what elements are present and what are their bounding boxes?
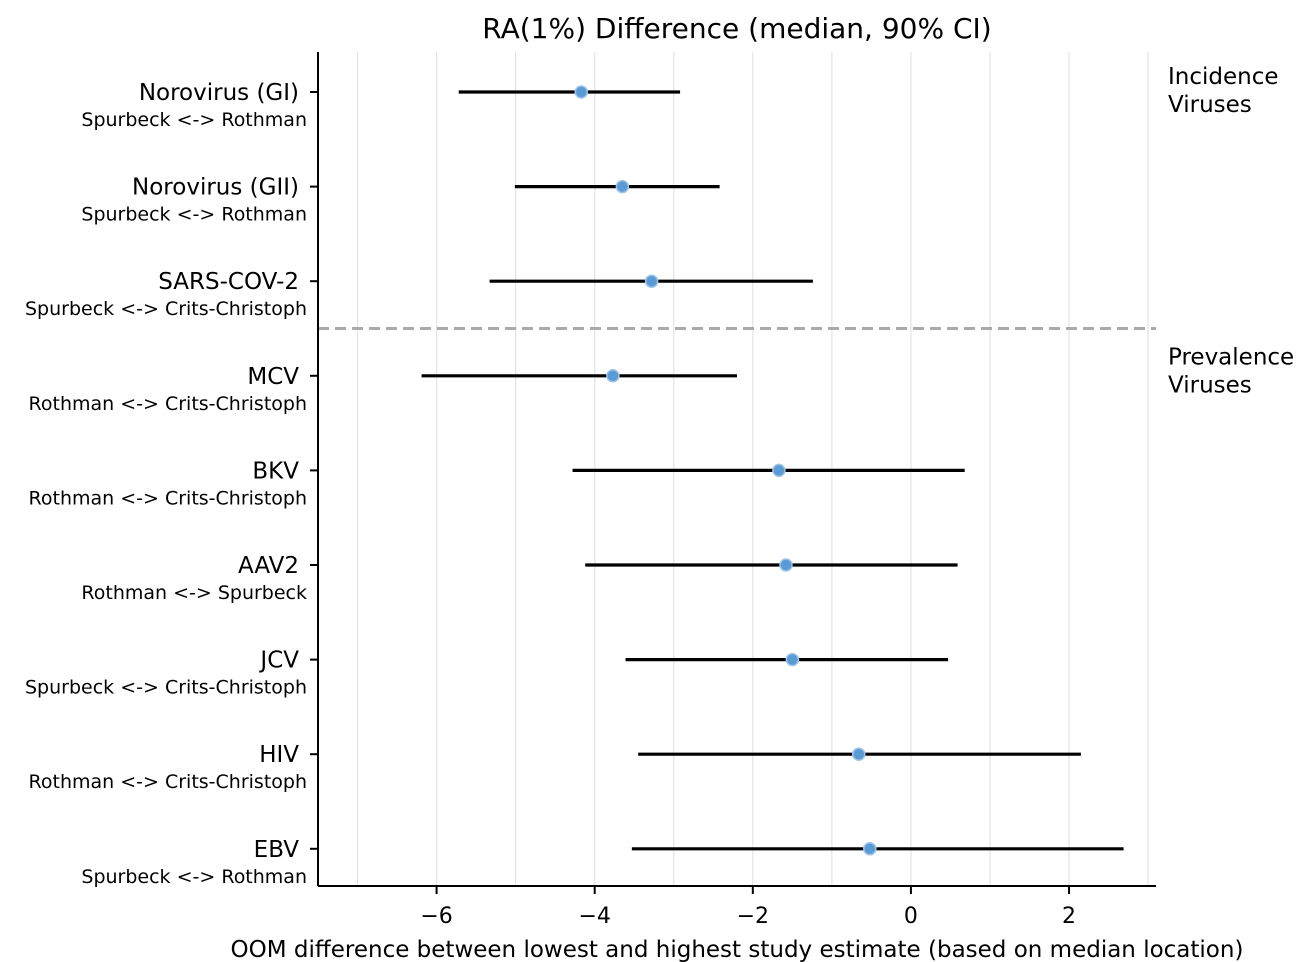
x-tick-label: 2 bbox=[1062, 904, 1076, 929]
group-label-prevalence: Prevalence Viruses bbox=[1168, 345, 1294, 399]
row-norovirus-gii: Norovirus (GII) Spurbeck <-> Rothman bbox=[81, 175, 720, 226]
chart-title: RA(1%) Difference (median, 90% CI) bbox=[482, 12, 991, 45]
y-tick-label: MCV bbox=[247, 364, 299, 390]
comparison-label: Rothman <-> Crits-Christoph bbox=[29, 393, 307, 415]
comparison-label: Spurbeck <-> Rothman bbox=[81, 866, 307, 888]
x-tick-label: −6 bbox=[420, 904, 452, 929]
comparison-label: Spurbeck <-> Rothman bbox=[81, 204, 307, 226]
median-point bbox=[644, 274, 659, 288]
x-tick-label: −2 bbox=[737, 904, 769, 929]
x-axis-title: OOM difference between lowest and highes… bbox=[231, 937, 1244, 962]
row-sars-cov-2: SARS-COV-2 Spurbeck <-> Crits-Christoph bbox=[25, 269, 813, 320]
x-tick-label: 0 bbox=[904, 904, 918, 929]
y-tick-label: HIV bbox=[259, 742, 299, 768]
median-point bbox=[851, 747, 866, 761]
median-point bbox=[772, 463, 786, 478]
y-tick-label: JCV bbox=[258, 648, 299, 674]
median-point bbox=[606, 369, 620, 383]
group-label-line: Prevalence bbox=[1168, 345, 1294, 371]
row-aav2: AAV2 Rothman <-> Spurbeck bbox=[81, 553, 958, 604]
group-label-incidence: Incidence Viruses bbox=[1168, 64, 1279, 118]
y-tick-label: Norovirus (GI) bbox=[139, 80, 299, 106]
y-tick-label: SARS-COV-2 bbox=[158, 269, 299, 295]
y-tick-label: EBV bbox=[254, 837, 300, 863]
comparison-label: Spurbeck <-> Crits-Christoph bbox=[25, 298, 307, 320]
comparison-label: Spurbeck <-> Rothman bbox=[81, 109, 307, 131]
y-tick-label: Norovirus (GII) bbox=[132, 175, 299, 201]
median-point bbox=[785, 652, 800, 667]
comparison-label: Rothman <-> Crits-Christoph bbox=[29, 487, 307, 509]
row-mcv: MCV Rothman <-> Crits-Christoph bbox=[29, 364, 737, 415]
row-jcv: JCV Spurbeck <-> Crits-Christoph bbox=[25, 648, 949, 699]
median-point bbox=[863, 842, 877, 856]
axes: −6 −4 −2 0 2 bbox=[317, 52, 1156, 929]
rows: Norovirus (GI)Spurbeck <-> RothmanNorovi… bbox=[25, 80, 1124, 888]
row-norovirus-gi: Norovirus (GI) Spurbeck <-> Rothman bbox=[81, 80, 681, 131]
group-label-line: Incidence bbox=[1168, 64, 1279, 90]
comparison-label: Spurbeck <-> Crits-Christoph bbox=[25, 677, 307, 699]
row-ebv: EBV Spurbeck <-> Rothman bbox=[81, 837, 1124, 888]
median-point bbox=[574, 85, 589, 99]
row-bkv: BKV Rothman <-> Crits-Christoph bbox=[29, 458, 965, 509]
median-point bbox=[779, 558, 793, 572]
comparison-label: Rothman <-> Crits-Christoph bbox=[29, 771, 307, 793]
group-label-line: Viruses bbox=[1168, 92, 1252, 118]
group-label-line: Viruses bbox=[1168, 373, 1252, 399]
y-tick-label: AAV2 bbox=[238, 553, 299, 579]
y-tick-label: BKV bbox=[252, 458, 299, 484]
x-tick-label: −4 bbox=[578, 904, 610, 929]
row-hiv: HIV Rothman <-> Crits-Christoph bbox=[29, 742, 1081, 793]
comparison-label: Rothman <-> Spurbeck bbox=[81, 582, 307, 604]
median-point bbox=[615, 179, 630, 194]
